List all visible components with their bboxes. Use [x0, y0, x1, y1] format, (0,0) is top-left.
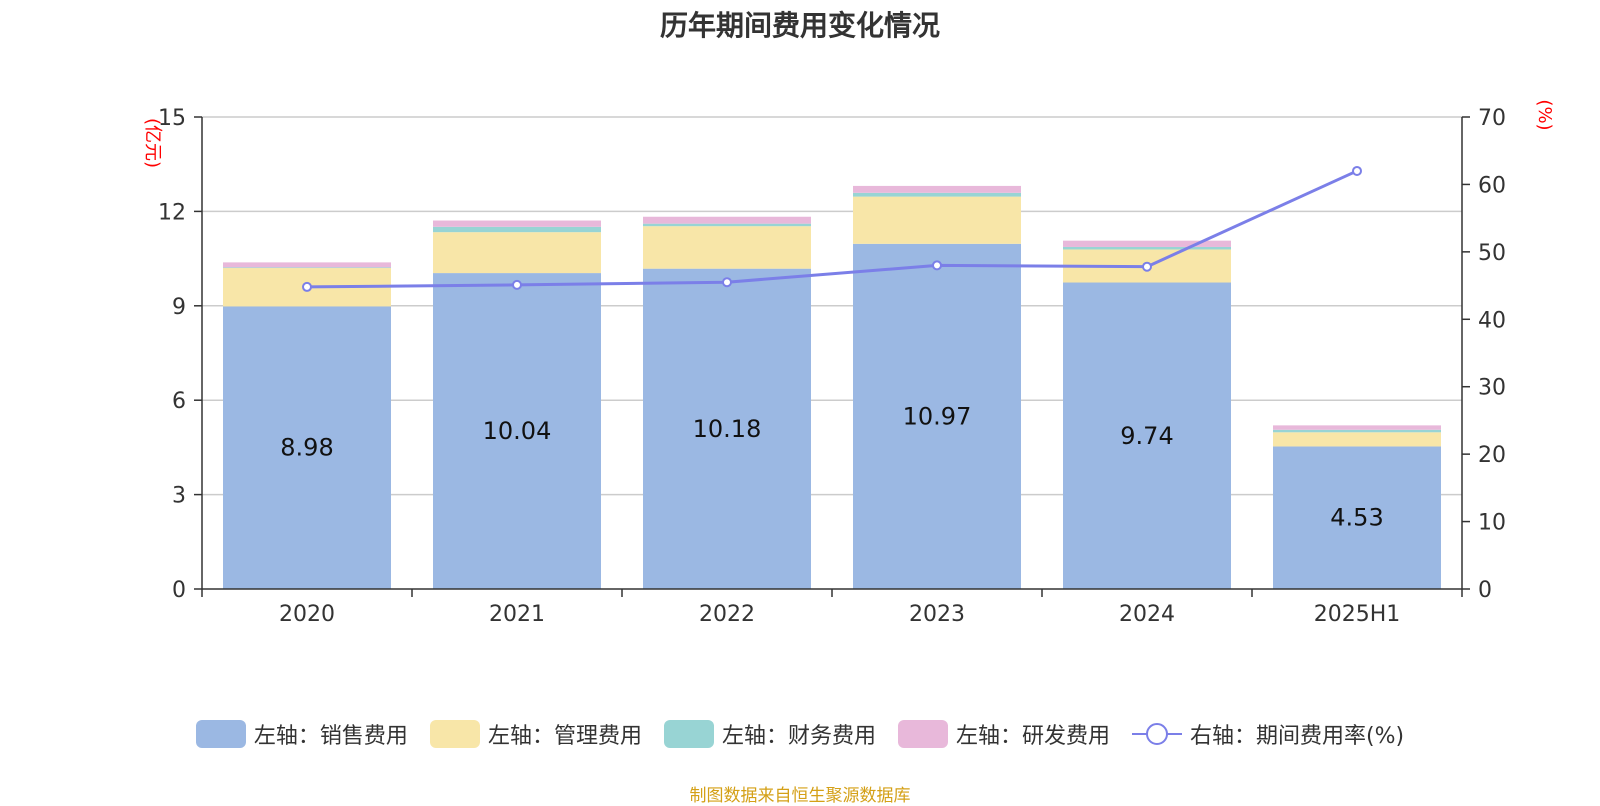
- legend-label: 右轴：期间费用率(%): [1189, 724, 1405, 749]
- legend-swatch: [1131, 720, 1182, 748]
- legend: 左轴：销售费用 左轴：管理费用 左轴：财务费用 左轴：研发费用 右轴：期间费用率(%): [0, 718, 1600, 750]
- x-axis-tick-label: 2020: [279, 602, 335, 627]
- bar-segment: [1063, 240, 1231, 247]
- right-axis-unit: (%): [1534, 99, 1555, 130]
- x-axis-tick-label: 2022: [699, 602, 755, 627]
- legend-item[interactable]: 左轴：销售费用: [195, 718, 408, 750]
- bar-data-label: 4.53: [1330, 504, 1383, 532]
- legend-label: 左轴：管理费用: [487, 724, 642, 749]
- bar-segment: [643, 223, 811, 227]
- left-axis-tick-label: 9: [172, 295, 186, 320]
- bar-segment: [1063, 246, 1231, 250]
- x-axis-tick-label: 2023: [909, 602, 965, 627]
- right-axis-tick-label: 10: [1478, 511, 1506, 536]
- right-axis-tick-label: 30: [1478, 376, 1506, 401]
- expense-ratio-point: [302, 281, 312, 292]
- chart-plot: 0 3 6 9 12 15 0 10 20 30 40 50 60 70 (亿元) (%) 8.98 2020 10…: [142, 99, 1555, 627]
- right-axis-tick-label: 40: [1478, 308, 1506, 333]
- expense-ratio-point: [722, 277, 732, 288]
- bar-segment: [643, 216, 811, 224]
- right-axis-tick-label: 50: [1478, 241, 1506, 266]
- expense-ratio-point: [1142, 261, 1152, 272]
- left-axis-tick-label: 0: [172, 578, 186, 603]
- bar-data-label: 10.04: [483, 417, 552, 445]
- left-axis-tick-label: 12: [158, 200, 186, 225]
- x-axis-tick-label: 2025H1: [1314, 602, 1401, 627]
- bar-segment: [643, 268, 811, 589]
- bar-segment: [853, 192, 1021, 197]
- legend-swatch: [663, 720, 714, 748]
- left-axis-tick-label: 15: [158, 106, 186, 131]
- bar-segment: [223, 306, 391, 589]
- legend-swatch: [429, 720, 480, 748]
- right-axis-tick-label: 60: [1478, 173, 1506, 198]
- legend-label: 左轴：销售费用: [253, 724, 408, 749]
- legend-label: 左轴：研发费用: [955, 724, 1110, 749]
- bar-segment: [1063, 282, 1231, 589]
- bar-data-label: 8.98: [280, 434, 333, 462]
- legend-item[interactable]: 左轴：研发费用: [897, 718, 1110, 750]
- legend-label: 左轴：财务费用: [721, 724, 876, 749]
- left-axis-tick-label: 6: [172, 389, 186, 414]
- bar-segment: [1273, 425, 1441, 430]
- bar-segment: [433, 273, 601, 589]
- bar-data-label: 10.97: [903, 402, 972, 430]
- bar-segment: [1273, 432, 1441, 447]
- expense-ratio-line: [306, 169, 1358, 289]
- bar-segment: [1273, 429, 1441, 433]
- expense-ratio-point: [932, 260, 942, 271]
- left-axis-tick-label: 3: [172, 484, 186, 509]
- legend-swatch: [195, 720, 246, 748]
- legend-item[interactable]: 左轴：管理费用: [429, 718, 642, 750]
- right-axis-tick-label: 70: [1478, 106, 1506, 131]
- expense-ratio-point: [1352, 165, 1362, 176]
- bar-segment: [433, 220, 601, 227]
- bar-segment: [853, 185, 1021, 193]
- left-axis-unit: (亿元): [142, 118, 163, 168]
- bar-segment: [643, 226, 811, 269]
- bar-segment: [853, 243, 1021, 589]
- chart-title: 历年期间费用变化情况: [659, 9, 940, 42]
- x-axis-tick-label: 2024: [1119, 602, 1175, 627]
- bar-segment: [433, 226, 601, 233]
- legend-item[interactable]: 右轴：期间费用率(%): [1131, 718, 1405, 750]
- bar-data-label: 10.18: [693, 415, 762, 443]
- x-axis-tick-label: 2021: [489, 602, 545, 627]
- bar-segment: [433, 232, 601, 274]
- expense-ratio-point: [512, 279, 522, 290]
- bar-segment: [223, 262, 391, 268]
- bar-segment: [1273, 446, 1441, 589]
- bar-segment: [853, 196, 1021, 244]
- legend-swatch: [897, 720, 948, 748]
- source-note: 制图数据来自恒生聚源数据库: [689, 786, 911, 806]
- bar-segment: [223, 267, 391, 269]
- right-axis-tick-label: 20: [1478, 443, 1506, 468]
- legend-item[interactable]: 左轴：财务费用: [663, 718, 876, 750]
- bar-data-label: 9.74: [1120, 422, 1173, 450]
- right-axis-tick-label: 0: [1478, 578, 1492, 603]
